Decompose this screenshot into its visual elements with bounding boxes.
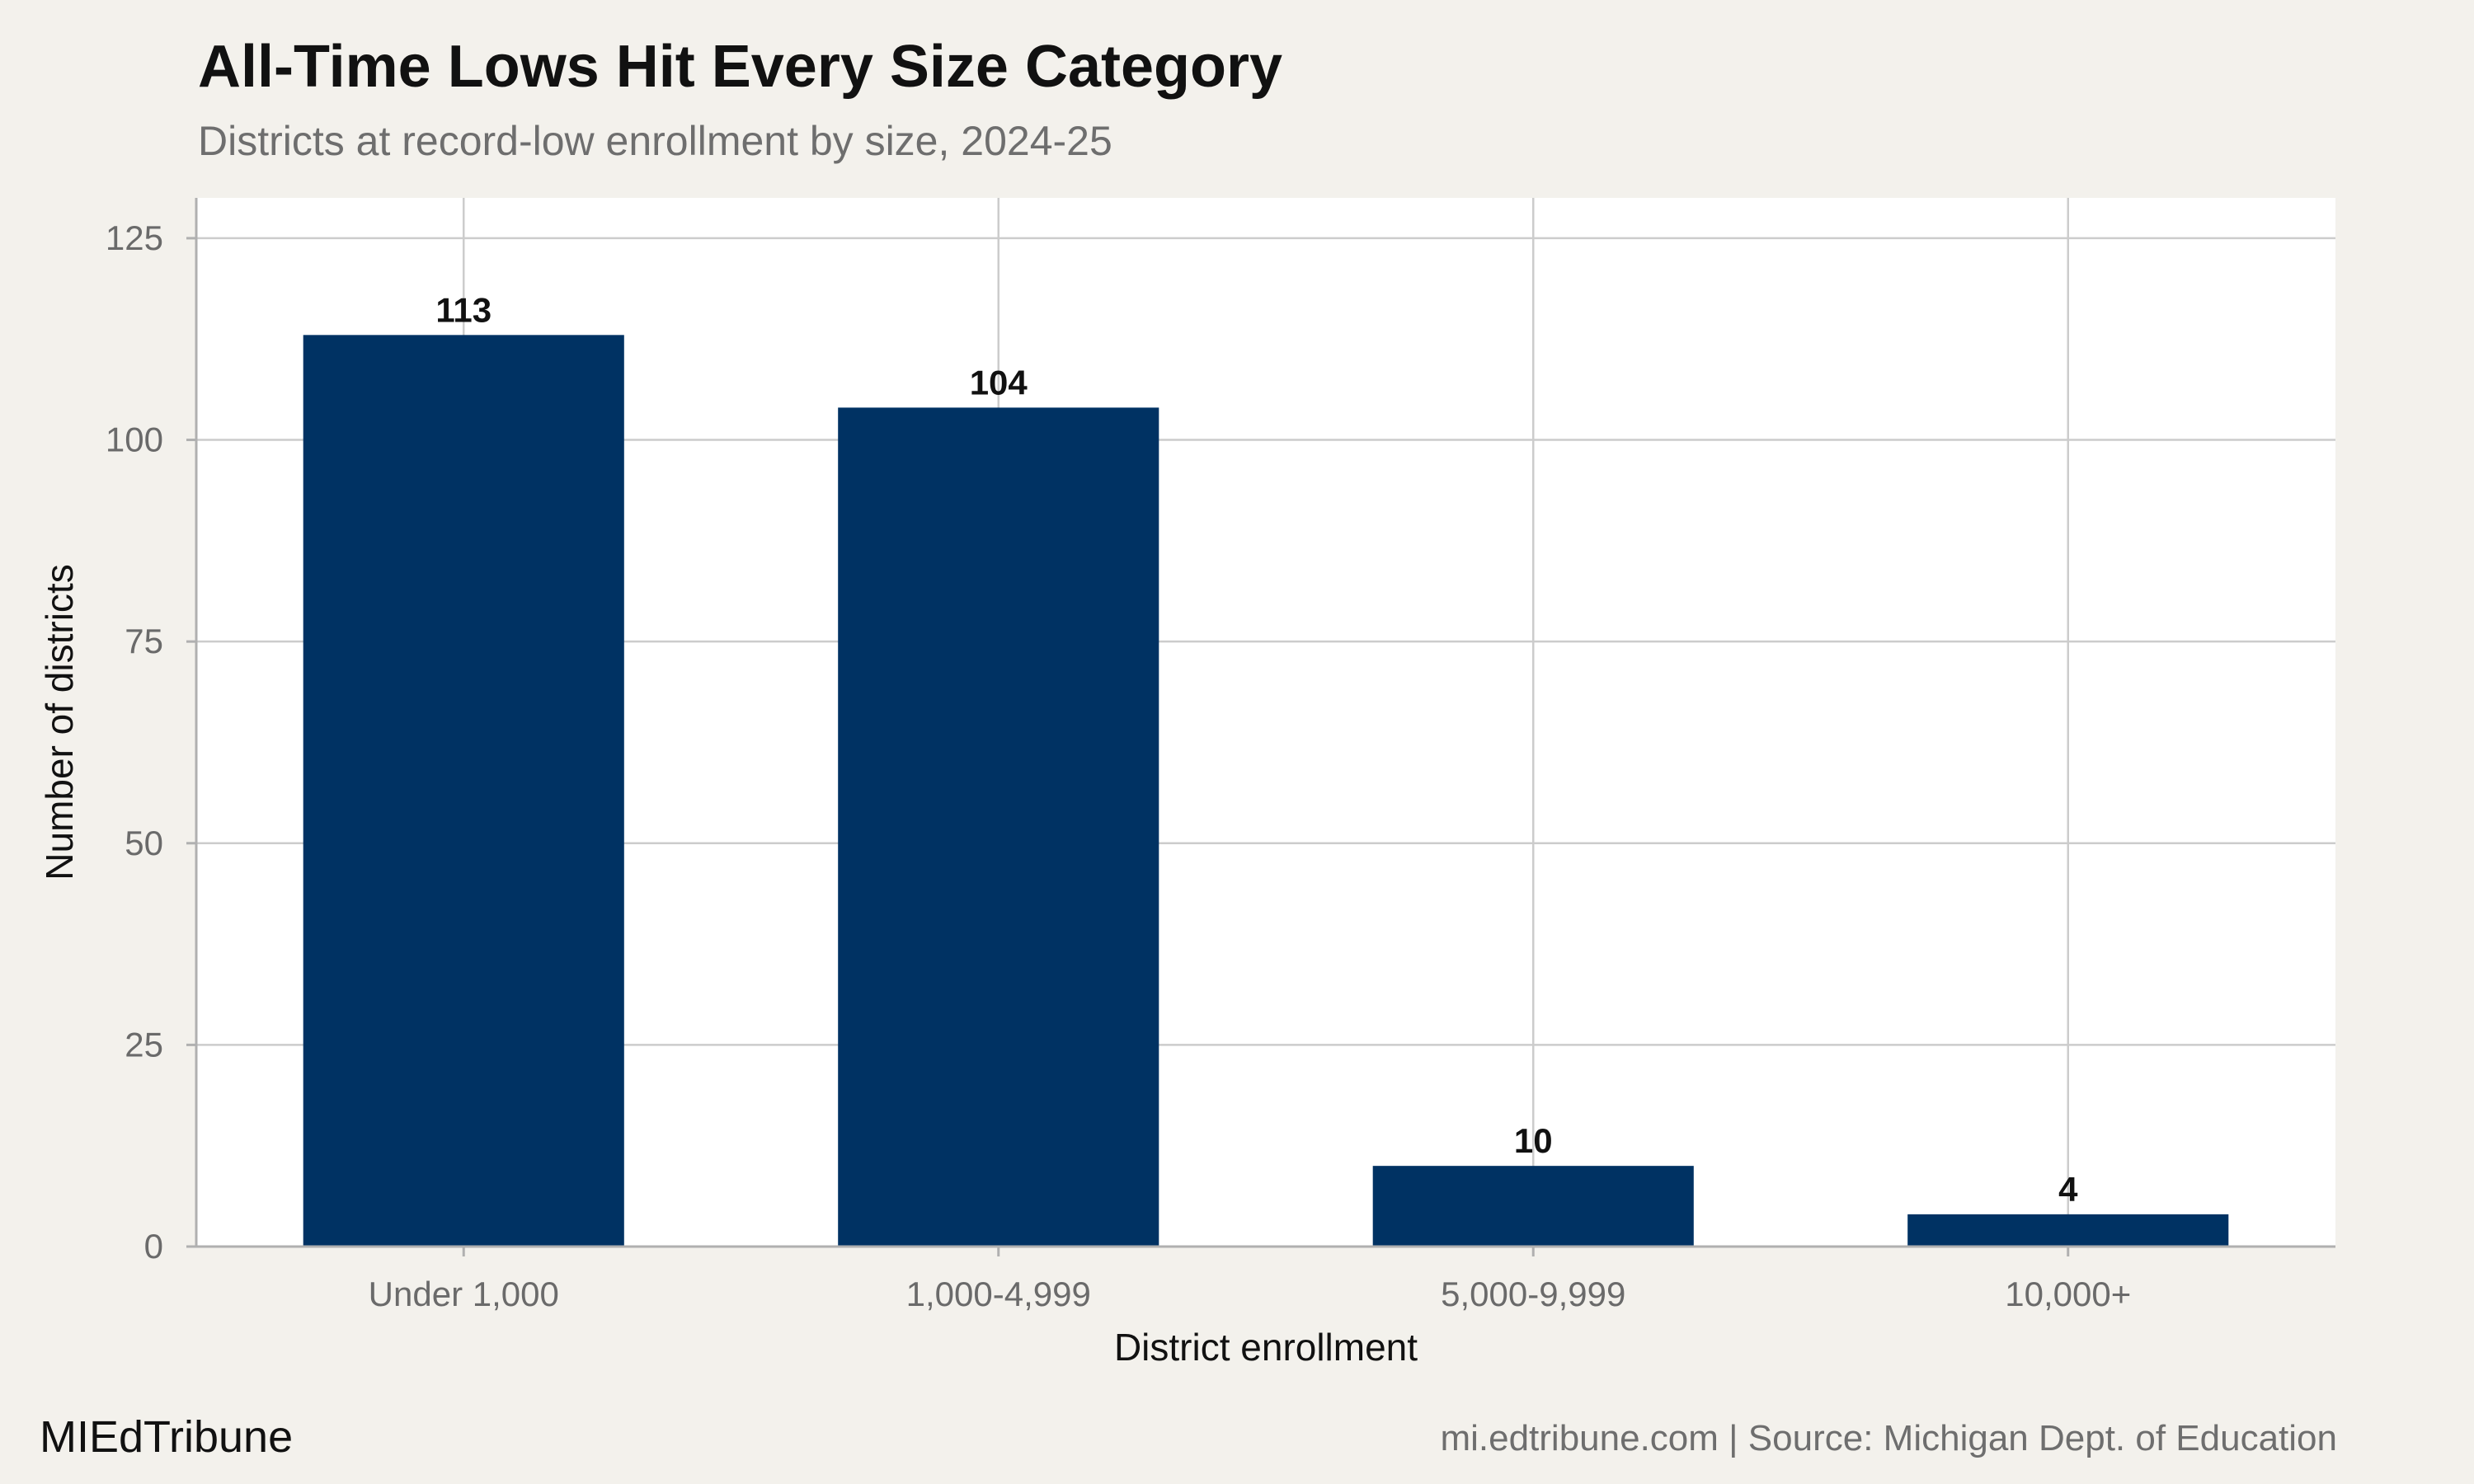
bar	[1372, 1166, 1694, 1247]
x-tick-label: 10,000+	[2005, 1275, 2131, 1313]
y-tick-label: 25	[125, 1025, 163, 1064]
x-tick-label: 1,000-4,999	[906, 1275, 1091, 1313]
footer-brand: MIEdTribune	[40, 1412, 294, 1462]
y-axis-ticks: 0 25 50 75 100 125	[106, 218, 196, 1266]
bar-value-label: 113	[435, 290, 492, 329]
x-axis-title: District enrollment	[1114, 1326, 1418, 1369]
y-tick-label: 50	[125, 824, 163, 862]
x-tick-label: Under 1,000	[369, 1275, 559, 1313]
bar	[1907, 1214, 2229, 1247]
x-tick-label: 5,000-9,999	[1441, 1275, 1625, 1313]
footer-source: mi.edtribune.com | Source: Michigan Dept…	[1440, 1418, 2337, 1458]
bar-value-label: 10	[1514, 1121, 1553, 1160]
x-axis-ticks: Under 1,000 1,000-4,999 5,000-9,999 10,000+	[369, 1247, 2131, 1313]
bar-value-label: 104	[970, 363, 1028, 402]
chart-subtitle: Districts at record-low enrollment by si…	[198, 118, 1112, 164]
y-tick-label: 125	[106, 218, 163, 257]
bars	[303, 335, 2229, 1247]
y-tick-label: 100	[106, 420, 163, 459]
y-tick-label: 75	[125, 622, 163, 660]
y-axis-title: Number of districts	[38, 564, 81, 880]
chart-title: All-Time Lows Hit Every Size Category	[198, 34, 1283, 100]
bar	[303, 335, 624, 1247]
bar	[838, 407, 1159, 1247]
y-tick-label: 0	[144, 1227, 163, 1266]
bar-value-label: 4	[2058, 1170, 2078, 1209]
